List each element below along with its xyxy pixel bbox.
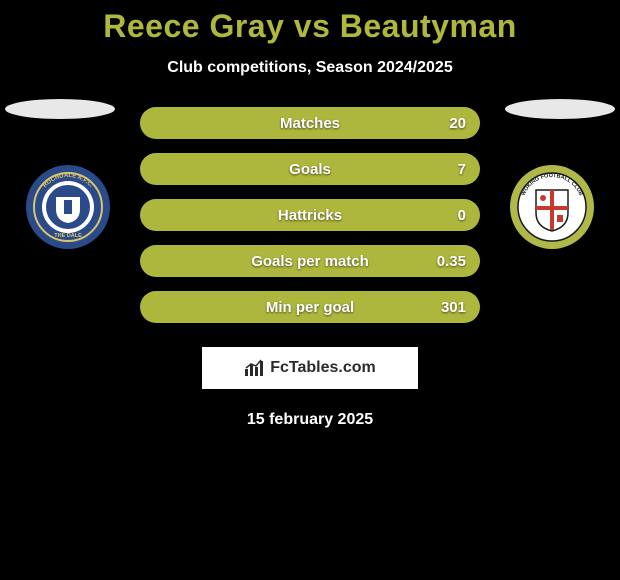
stat-bars: Matches 20 Goals 7 Hattricks 0 Goals per… xyxy=(140,107,480,323)
stat-label: Min per goal xyxy=(266,299,354,316)
stat-label: Goals per match xyxy=(251,253,369,270)
stat-value: 20 xyxy=(449,115,466,132)
page-title: Reece Gray vs Beautyman xyxy=(0,0,620,45)
club-badge-right: WOKING FOOTBALL CLUB xyxy=(502,165,602,249)
woking-badge-icon: WOKING FOOTBALL CLUB xyxy=(502,165,602,249)
subtitle: Club competitions, Season 2024/2025 xyxy=(0,59,620,77)
stat-bar-goals-per-match: Goals per match 0.35 xyxy=(140,245,480,277)
stat-bar-goals: Goals 7 xyxy=(140,153,480,185)
stat-bar-min-per-goal: Min per goal 301 xyxy=(140,291,480,323)
stat-label: Hattricks xyxy=(278,207,342,224)
svg-text:THE DALE: THE DALE xyxy=(54,233,82,239)
attribution-badge: FcTables.com xyxy=(202,347,418,389)
stat-value: 301 xyxy=(441,299,466,316)
bars-icon xyxy=(244,359,266,377)
stat-label: Goals xyxy=(289,161,331,178)
stat-bar-matches: Matches 20 xyxy=(140,107,480,139)
club-badge-left: ROCHDALE A.F.C. THE DALE xyxy=(18,165,118,249)
stat-label: Matches xyxy=(280,115,340,132)
stat-value: 7 xyxy=(458,161,466,178)
attribution-text: FcTables.com xyxy=(270,359,376,377)
comparison-panel: ROCHDALE A.F.C. THE DALE WOKING FOOTBALL… xyxy=(0,107,620,429)
stat-bar-hattricks: Hattricks 0 xyxy=(140,199,480,231)
player-photo-placeholder-right xyxy=(505,99,615,119)
stat-value: 0 xyxy=(458,207,466,224)
rochdale-badge-icon: ROCHDALE A.F.C. THE DALE xyxy=(18,165,118,249)
date-text: 15 february 2025 xyxy=(0,411,620,429)
player-photo-placeholder-left xyxy=(5,99,115,119)
stat-value: 0.35 xyxy=(437,253,466,270)
